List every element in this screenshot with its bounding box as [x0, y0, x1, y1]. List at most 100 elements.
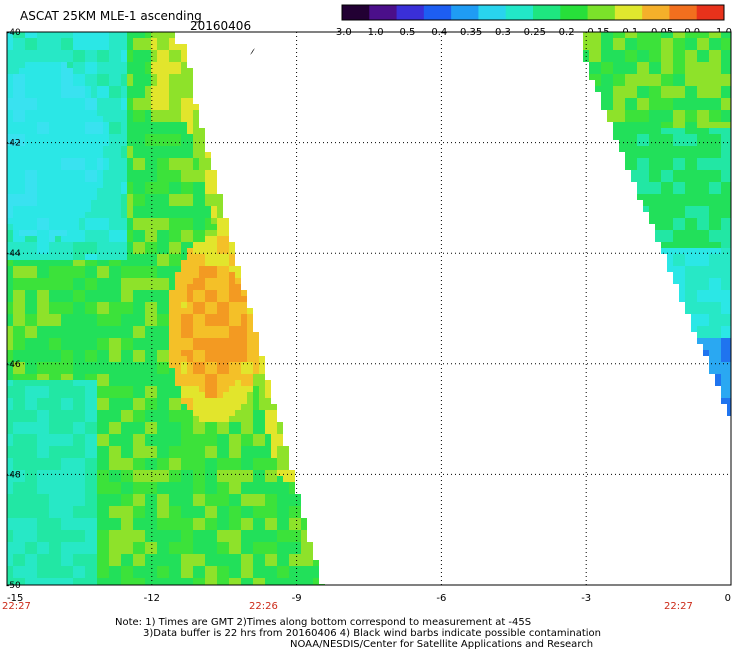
- swath-cell: [13, 212, 19, 218]
- swath-cell: [91, 542, 97, 548]
- swath-cell: [271, 560, 277, 566]
- swath-cell: [109, 368, 115, 374]
- swath-cell: [703, 350, 709, 356]
- swath-cell: [133, 194, 139, 200]
- swath-cell: [679, 62, 685, 68]
- swath-cell: [169, 368, 175, 374]
- swath-cell: [79, 488, 85, 494]
- swath-cell: [127, 176, 133, 182]
- swath-cell: [625, 152, 631, 158]
- swath-cell: [67, 464, 73, 470]
- swath-cell: [31, 212, 37, 218]
- swath-cell: [145, 536, 151, 542]
- swath-cell: [79, 56, 85, 62]
- swath-cell: [67, 578, 73, 584]
- swath-cell: [289, 566, 295, 572]
- swath-cell: [211, 494, 217, 500]
- swath-cell: [55, 482, 61, 488]
- swath-cell: [247, 308, 253, 314]
- swath-cell: [727, 404, 731, 410]
- swath-cell: [31, 134, 37, 140]
- swath-cell: [673, 236, 679, 242]
- swath-cell: [235, 266, 241, 272]
- swath-cell: [175, 122, 181, 128]
- swath-cell: [73, 74, 79, 80]
- swath-cell: [73, 176, 79, 182]
- swath-cell: [697, 56, 703, 62]
- swath-cell: [703, 68, 709, 74]
- swath-cell: [49, 296, 55, 302]
- swath-cell: [85, 572, 91, 578]
- swath-cell: [673, 146, 679, 152]
- swath-cell: [61, 560, 67, 566]
- swath-cell: [127, 458, 133, 464]
- swath-cell: [265, 530, 271, 536]
- swath-cell: [103, 410, 109, 416]
- swath-cell: [145, 182, 151, 188]
- swath-cell: [685, 158, 691, 164]
- swath-cell: [691, 236, 697, 242]
- swath-cell: [31, 386, 37, 392]
- swath-cell: [97, 248, 103, 254]
- swath-cell: [91, 500, 97, 506]
- swath-cell: [109, 344, 115, 350]
- swath-cell: [595, 74, 601, 80]
- swath-cell: [139, 446, 145, 452]
- swath-cell: [67, 356, 73, 362]
- swath-cell: [199, 248, 205, 254]
- swath-cell: [151, 380, 157, 386]
- swath-cell: [151, 308, 157, 314]
- swath-cell: [181, 182, 187, 188]
- swath-cell: [175, 428, 181, 434]
- swath-cell: [193, 392, 199, 398]
- swath-cell: [145, 500, 151, 506]
- swath-cell: [715, 194, 721, 200]
- swath-cell: [175, 302, 181, 308]
- swath-cell: [241, 542, 247, 548]
- swath-cell: [283, 482, 289, 488]
- swath-cell: [91, 356, 97, 362]
- swath-cell: [205, 332, 211, 338]
- swath-cell: [193, 482, 199, 488]
- swath-cell: [49, 284, 55, 290]
- swath-cell: [199, 506, 205, 512]
- swath-cell: [169, 242, 175, 248]
- swath-cell: [73, 68, 79, 74]
- swath-cell: [157, 560, 163, 566]
- swath-cell: [295, 548, 301, 554]
- swath-cell: [145, 530, 151, 536]
- swath-cell: [19, 464, 25, 470]
- swath-cell: [253, 548, 259, 554]
- swath-cell: [67, 266, 73, 272]
- swath-cell: [163, 524, 169, 530]
- swath-cell: [187, 356, 193, 362]
- swath-cell: [79, 236, 85, 242]
- swath-cell: [67, 302, 73, 308]
- swath-cell: [79, 356, 85, 362]
- swath-cell: [7, 524, 13, 530]
- swath-cell: [715, 158, 721, 164]
- swath-cell: [85, 374, 91, 380]
- swath-cell: [151, 50, 157, 56]
- swath-cell: [133, 542, 139, 548]
- swath-cell: [655, 104, 661, 110]
- swath-cell: [145, 470, 151, 476]
- swath-cell: [121, 272, 127, 278]
- swath-cell: [241, 518, 247, 524]
- swath-cell: [205, 170, 211, 176]
- swath-cell: [61, 278, 67, 284]
- swath-cell: [37, 416, 43, 422]
- swath-cell: [667, 134, 673, 140]
- swath-cell: [91, 524, 97, 530]
- swath-cell: [139, 530, 145, 536]
- swath-cell: [13, 158, 19, 164]
- swath-cell: [151, 374, 157, 380]
- swath-cell: [175, 500, 181, 506]
- swath-cell: [145, 242, 151, 248]
- swath-cell: [97, 194, 103, 200]
- swath-cell: [25, 392, 31, 398]
- swath-cell: [685, 86, 691, 92]
- swath-cell: [673, 92, 679, 98]
- swath-cell: [241, 404, 247, 410]
- swath-cell: [97, 392, 103, 398]
